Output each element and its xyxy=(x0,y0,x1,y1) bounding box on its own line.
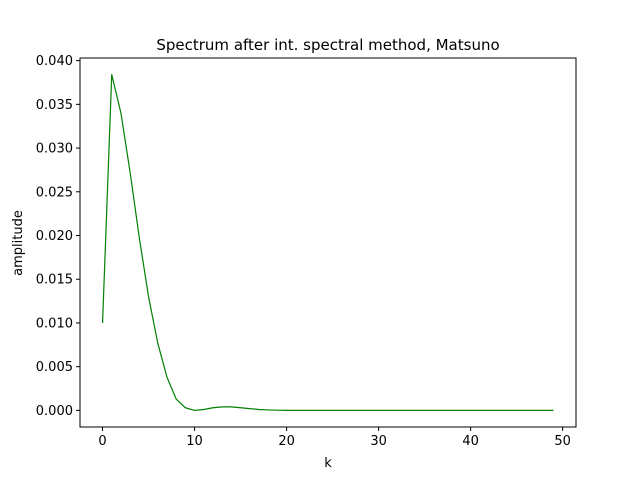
x-tick-label: 40 xyxy=(462,434,479,449)
y-tick-label: 0.040 xyxy=(36,54,73,69)
y-tick-label: 0.030 xyxy=(36,142,73,157)
y-axis-label: amplitude xyxy=(11,210,26,276)
x-tick-label: 10 xyxy=(186,434,203,449)
axes-frame xyxy=(79,57,577,428)
y-tick-label: 0.035 xyxy=(36,98,73,113)
y-tick-label: 0.015 xyxy=(36,273,73,288)
plot-area xyxy=(101,74,554,411)
x-tick-label: 20 xyxy=(278,434,295,449)
y-tick-label: 0.000 xyxy=(36,404,73,419)
series-line xyxy=(101,74,554,411)
axes-ticks: 0 10 20 30 40 50 0.000 0.005 0.010 0.015 0.020 0.02… xyxy=(36,54,571,449)
x-tick-label: 50 xyxy=(554,434,571,449)
x-tick-label: 0 xyxy=(98,434,106,449)
y-tick-label: 0.020 xyxy=(36,229,73,244)
x-tick-label: 30 xyxy=(370,434,387,449)
y-tick-label: 0.005 xyxy=(36,360,73,375)
y-tick-label: 0.010 xyxy=(36,316,73,331)
chart-title: Spectrum after int. spectral method, Mat… xyxy=(156,36,499,54)
x-axis-label: k xyxy=(324,456,332,471)
y-tick-label: 0.025 xyxy=(36,185,73,200)
